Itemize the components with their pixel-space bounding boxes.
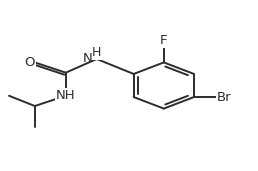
Text: NH: NH (56, 89, 76, 102)
Text: Br: Br (217, 90, 232, 104)
Text: H: H (92, 46, 101, 59)
Text: F: F (160, 34, 168, 47)
Text: N: N (82, 52, 92, 65)
Text: O: O (24, 56, 35, 69)
